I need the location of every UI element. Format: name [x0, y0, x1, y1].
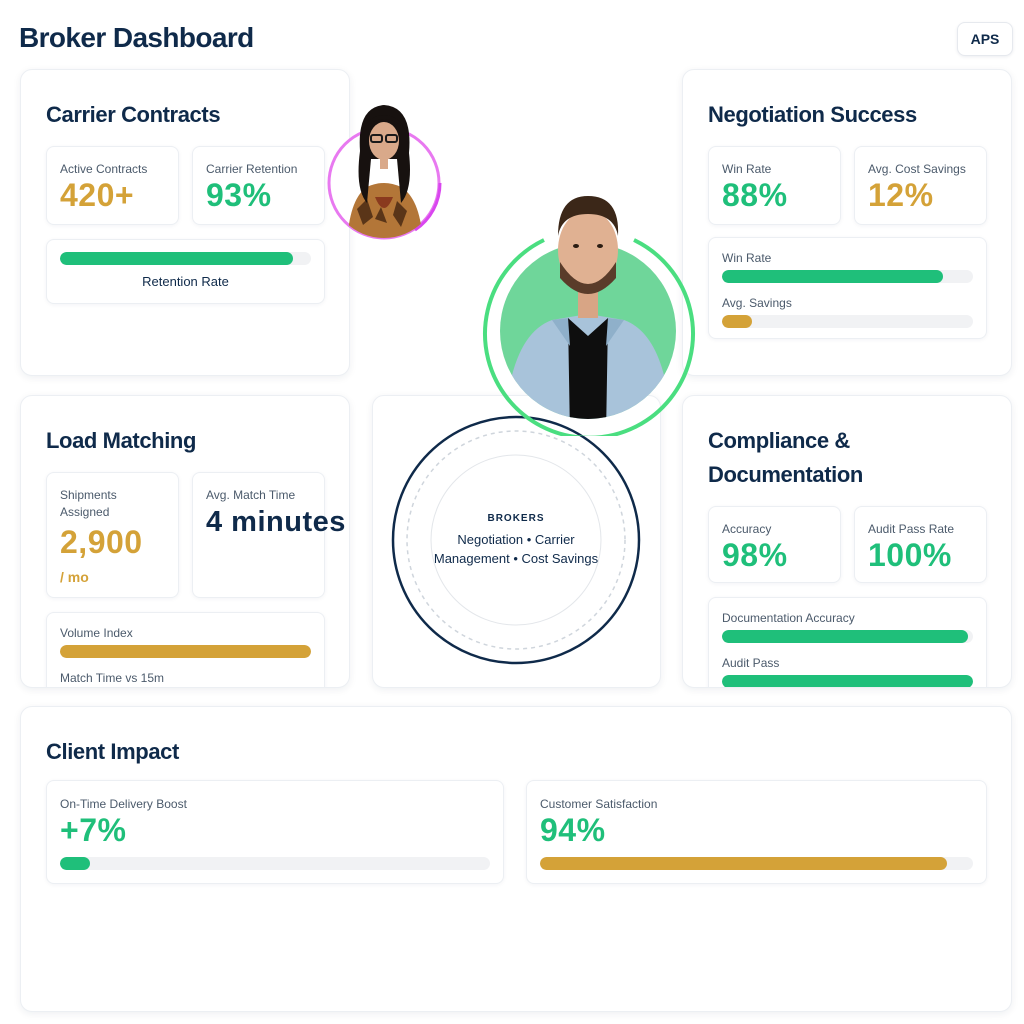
volume-index-track	[60, 645, 311, 658]
carrier-retention-stat: Carrier Retention 93%	[192, 146, 325, 225]
documentation-accuracy-label: Documentation Accuracy	[722, 611, 855, 625]
retention-rate-card: Retention Rate	[46, 239, 325, 304]
shipments-assigned-value: 2,900	[60, 524, 143, 560]
documentation-accuracy-track	[722, 630, 973, 643]
aps-button[interactable]: APS	[957, 22, 1013, 56]
on-time-delivery-fill	[60, 857, 91, 870]
avg-match-time-value: 4 minutes	[206, 506, 346, 538]
retention-rate-label: Retention Rate	[142, 274, 229, 289]
win-rate-value: 88%	[722, 177, 788, 213]
audit-pass-track	[722, 675, 973, 687]
negotiation-bars-card: Win Rate Avg. Savings	[708, 237, 987, 339]
load-matching-bars-card: Volume Index Match Time vs 15m	[46, 612, 325, 687]
customer-satisfaction-label: Customer Satisfaction	[540, 797, 658, 811]
shipments-assigned-label: Shipments Assigned	[60, 488, 117, 519]
active-contracts-stat: Active Contracts 420+	[46, 146, 179, 225]
negotiation-success-panel: Negotiation Success Win Rate 88% Avg. Co…	[682, 69, 1012, 376]
volume-index-label: Volume Index	[60, 626, 133, 640]
carrier-contracts-title: Carrier Contracts	[46, 102, 221, 127]
brokers-hub-diagram: BROKERS Negotiation • Carrier Management…	[391, 415, 641, 665]
female-broker-avatar	[327, 99, 445, 245]
hub-subtitle: Negotiation • Carrier Management • Cost …	[433, 531, 599, 566]
customer-satisfaction-fill	[540, 857, 948, 870]
on-time-delivery-card: On-Time Delivery Boost +7%	[46, 780, 504, 884]
load-matching-panel: Load Matching Shipments Assigned 2,900 /…	[20, 395, 350, 688]
male-avatar-art	[483, 196, 695, 440]
on-time-delivery-label: On-Time Delivery Boost	[60, 797, 187, 811]
accuracy-value: 98%	[722, 537, 788, 573]
audit-pass-fill	[722, 675, 973, 687]
negotiation-success-title: Negotiation Success	[708, 102, 917, 127]
avg-savings-bar-label: Avg. Savings	[722, 296, 792, 310]
compliance-title: Compliance & Documentation	[708, 428, 863, 487]
avg-match-time-label: Avg. Match Time	[206, 488, 296, 502]
retention-rate-track	[60, 252, 311, 265]
audit-pass-rate-label: Audit Pass Rate	[868, 522, 955, 536]
shipments-assigned-unit: / mo	[60, 569, 89, 585]
customer-satisfaction-card: Customer Satisfaction 94%	[526, 780, 987, 884]
page-title: Broker Dashboard	[19, 22, 254, 53]
win-rate-stat: Win Rate 88%	[708, 146, 841, 225]
male-broker-avatar	[482, 186, 696, 440]
avg-savings-track	[722, 315, 973, 328]
client-impact-panel: Client Impact On-Time Delivery Boost +7%…	[20, 706, 1012, 1012]
avg-match-time-stat: Avg. Match Time 4 minutes	[192, 472, 345, 598]
active-contracts-value: 420+	[60, 177, 135, 213]
accuracy-label: Accuracy	[722, 522, 772, 536]
hub-rings	[391, 415, 641, 665]
hub-label: BROKERS	[487, 512, 545, 524]
active-contracts-label: Active Contracts	[60, 162, 148, 176]
retention-rate-fill	[60, 252, 294, 265]
load-matching-title: Load Matching	[46, 428, 197, 453]
accuracy-stat: Accuracy 98%	[708, 506, 841, 583]
customer-satisfaction-track	[540, 857, 973, 870]
avg-cost-savings-label: Avg. Cost Savings	[868, 162, 966, 176]
avg-cost-savings-stat: Avg. Cost Savings 12%	[854, 146, 987, 225]
carrier-retention-label: Carrier Retention	[206, 162, 298, 176]
carrier-contracts-panel: Carrier Contracts Active Contracts 420+ …	[20, 69, 350, 376]
hub-text: BROKERS Negotiation • Carrier Management…	[391, 415, 641, 665]
female-avatar-art	[327, 105, 442, 240]
on-time-delivery-track	[60, 857, 490, 870]
compliance-bars-card: Documentation Accuracy Audit Pass	[708, 597, 987, 687]
audit-pass-bar-label: Audit Pass	[722, 656, 780, 670]
win-rate-bar-label: Win Rate	[722, 251, 772, 265]
volume-index-fill	[60, 645, 311, 658]
audit-pass-rate-stat: Audit Pass Rate 100%	[854, 506, 987, 583]
on-time-delivery-value: +7%	[60, 812, 127, 848]
carrier-retention-value: 93%	[206, 177, 272, 213]
shipments-assigned-stat: Shipments Assigned 2,900 / mo	[46, 472, 179, 598]
avg-savings-fill	[722, 315, 753, 328]
client-impact-title: Client Impact	[46, 739, 179, 764]
compliance-panel: Compliance & Documentation Accuracy 98% …	[682, 395, 1012, 688]
avg-cost-savings-value: 12%	[868, 177, 934, 213]
win-rate-fill	[722, 270, 943, 283]
win-rate-track	[722, 270, 973, 283]
win-rate-label: Win Rate	[722, 162, 772, 176]
audit-pass-rate-value: 100%	[868, 537, 952, 573]
customer-satisfaction-value: 94%	[540, 812, 606, 848]
match-time-bar-label: Match Time vs 15m	[60, 671, 165, 685]
brokers-hub-panel: BROKERS Negotiation • Carrier Management…	[372, 395, 661, 688]
documentation-accuracy-fill	[722, 630, 968, 643]
